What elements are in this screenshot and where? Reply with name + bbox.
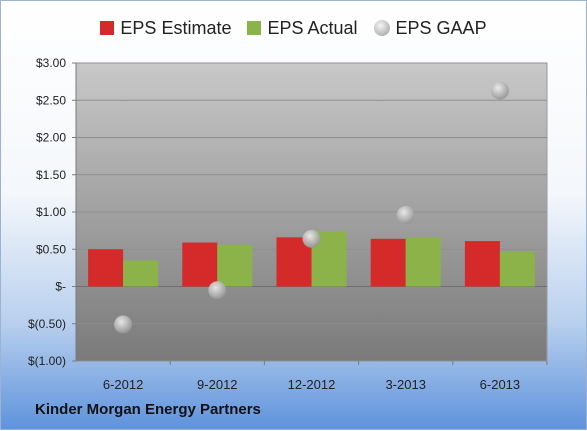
y-tick-label: $1.50 <box>36 168 66 182</box>
bar-eps-estimate <box>182 242 218 287</box>
y-tick-label: $- <box>55 280 66 294</box>
legend-label-estimate: EPS Estimate <box>120 17 232 38</box>
legend-item-estimate: EPS Estimate <box>100 18 231 39</box>
legend: EPS Estimate EPS Actual EPS GAAP <box>1 13 586 43</box>
y-tick-label: $(1.00) <box>28 354 66 368</box>
x-tick-label: 6-2012 <box>103 377 143 392</box>
x-tick-label: 6-2013 <box>480 377 520 392</box>
bar-eps-actual <box>499 251 535 287</box>
legend-label-gaap: EPS GAAP <box>395 17 487 38</box>
bar-eps-actual <box>217 244 253 287</box>
company-name: Kinder Morgan Energy Partners <box>35 401 261 418</box>
y-tick-label: $1.00 <box>36 205 66 219</box>
point-eps-gaap <box>114 315 133 334</box>
legend-item-gaap: EPS GAAP <box>373 17 487 39</box>
legend-label-actual: EPS Actual <box>267 17 358 38</box>
bar-eps-estimate <box>88 249 124 287</box>
y-tick-label: $0.50 <box>36 242 66 256</box>
y-tick-label: $3.00 <box>36 56 66 70</box>
point-eps-gaap <box>396 205 415 224</box>
bar-eps-estimate <box>370 238 406 287</box>
legend-swatch-gaap <box>373 20 390 36</box>
legend-item-actual: EPS Actual <box>247 17 358 39</box>
x-tick-label: 3-2013 <box>385 377 425 392</box>
legend-swatch-actual <box>247 21 262 35</box>
bar-eps-actual <box>405 237 441 287</box>
y-tick-label: $(0.50) <box>28 317 66 331</box>
point-eps-gaap <box>302 229 321 248</box>
point-eps-gaap <box>208 281 227 300</box>
y-tick-label: $2.50 <box>36 93 66 107</box>
legend-swatch-estimate <box>100 21 115 35</box>
y-tick-label: $2.00 <box>36 131 66 145</box>
bar-eps-estimate <box>464 241 500 287</box>
x-tick-label: 9-2012 <box>197 377 237 392</box>
point-eps-gaap <box>490 81 509 100</box>
bar-eps-actual <box>123 260 159 287</box>
x-tick-label: 12-2012 <box>288 377 336 392</box>
